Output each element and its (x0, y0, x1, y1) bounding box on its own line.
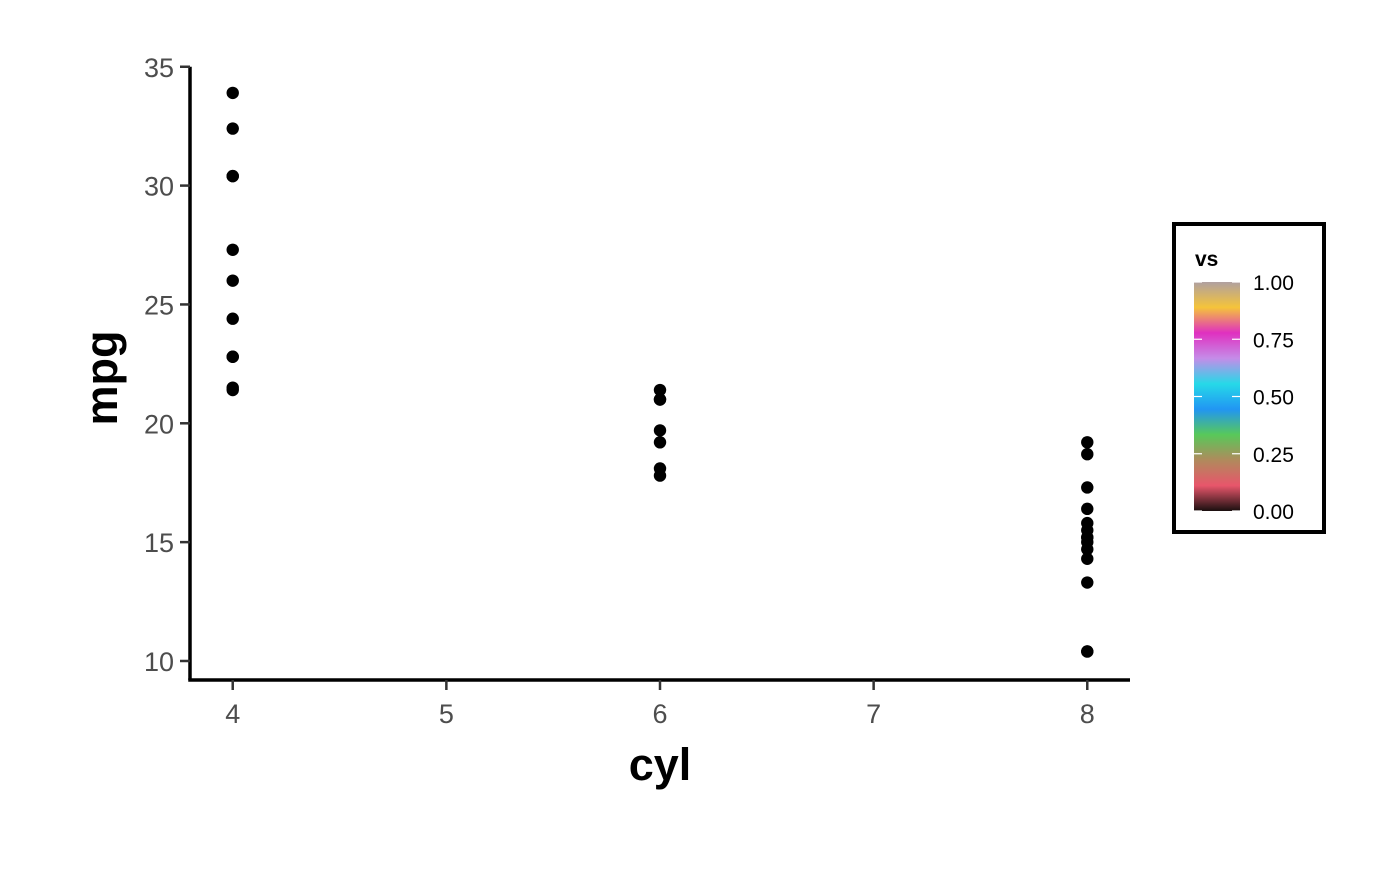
y-axis-title: mpg (76, 331, 127, 426)
data-point (653, 424, 667, 437)
y-tick-label: 30 (144, 172, 174, 202)
data-point (1081, 502, 1094, 516)
x-axis-title: cyl (629, 739, 692, 790)
data-point (653, 436, 667, 449)
legend: vs 0.00 0.25 0.50 0.75 1.00 (1172, 222, 1326, 534)
data-point (1081, 447, 1094, 461)
y-tick-label: 10 (144, 647, 174, 677)
x-tick-label: 8 (1080, 699, 1095, 729)
legend-tick-label: 0.25 (1253, 444, 1294, 467)
legend-tick-label: 0.50 (1253, 387, 1294, 410)
axes: 4 5 6 7 8 10 15 20 25 30 35 (144, 53, 1130, 729)
data-point (1081, 481, 1094, 494)
data-point (226, 312, 239, 325)
data-point (226, 243, 239, 256)
y-tick-label: 25 (144, 290, 174, 320)
x-tick-label: 4 (225, 699, 240, 729)
y-tick-label: 35 (144, 53, 174, 83)
legend-title: vs (1195, 248, 1218, 271)
data-point (226, 169, 239, 183)
data-point (653, 383, 667, 397)
legend-tick-label: 0.75 (1253, 329, 1294, 352)
data-point (1081, 543, 1094, 556)
data-point (226, 274, 239, 287)
data-point (226, 122, 239, 135)
y-tick-label: 20 (144, 409, 174, 439)
x-tick-label: 6 (652, 699, 667, 729)
data-point (1081, 645, 1094, 658)
data-point (653, 393, 667, 406)
legend-tick-label: 0.00 (1253, 501, 1294, 524)
legend-ticks: 0.00 0.25 0.50 0.75 1.00 (1194, 272, 1294, 524)
data-point (226, 86, 239, 100)
data-point (1081, 576, 1094, 589)
data-point (653, 469, 667, 482)
data-point (226, 383, 239, 397)
x-tick-label: 5 (439, 699, 454, 729)
data-point (1081, 436, 1094, 449)
data-point (1081, 552, 1094, 565)
y-tick-label: 15 (144, 528, 174, 558)
x-tick-label: 7 (866, 699, 881, 729)
plot-marks (226, 86, 1094, 658)
legend-tick-label: 1.00 (1253, 272, 1294, 295)
data-point (226, 350, 239, 363)
